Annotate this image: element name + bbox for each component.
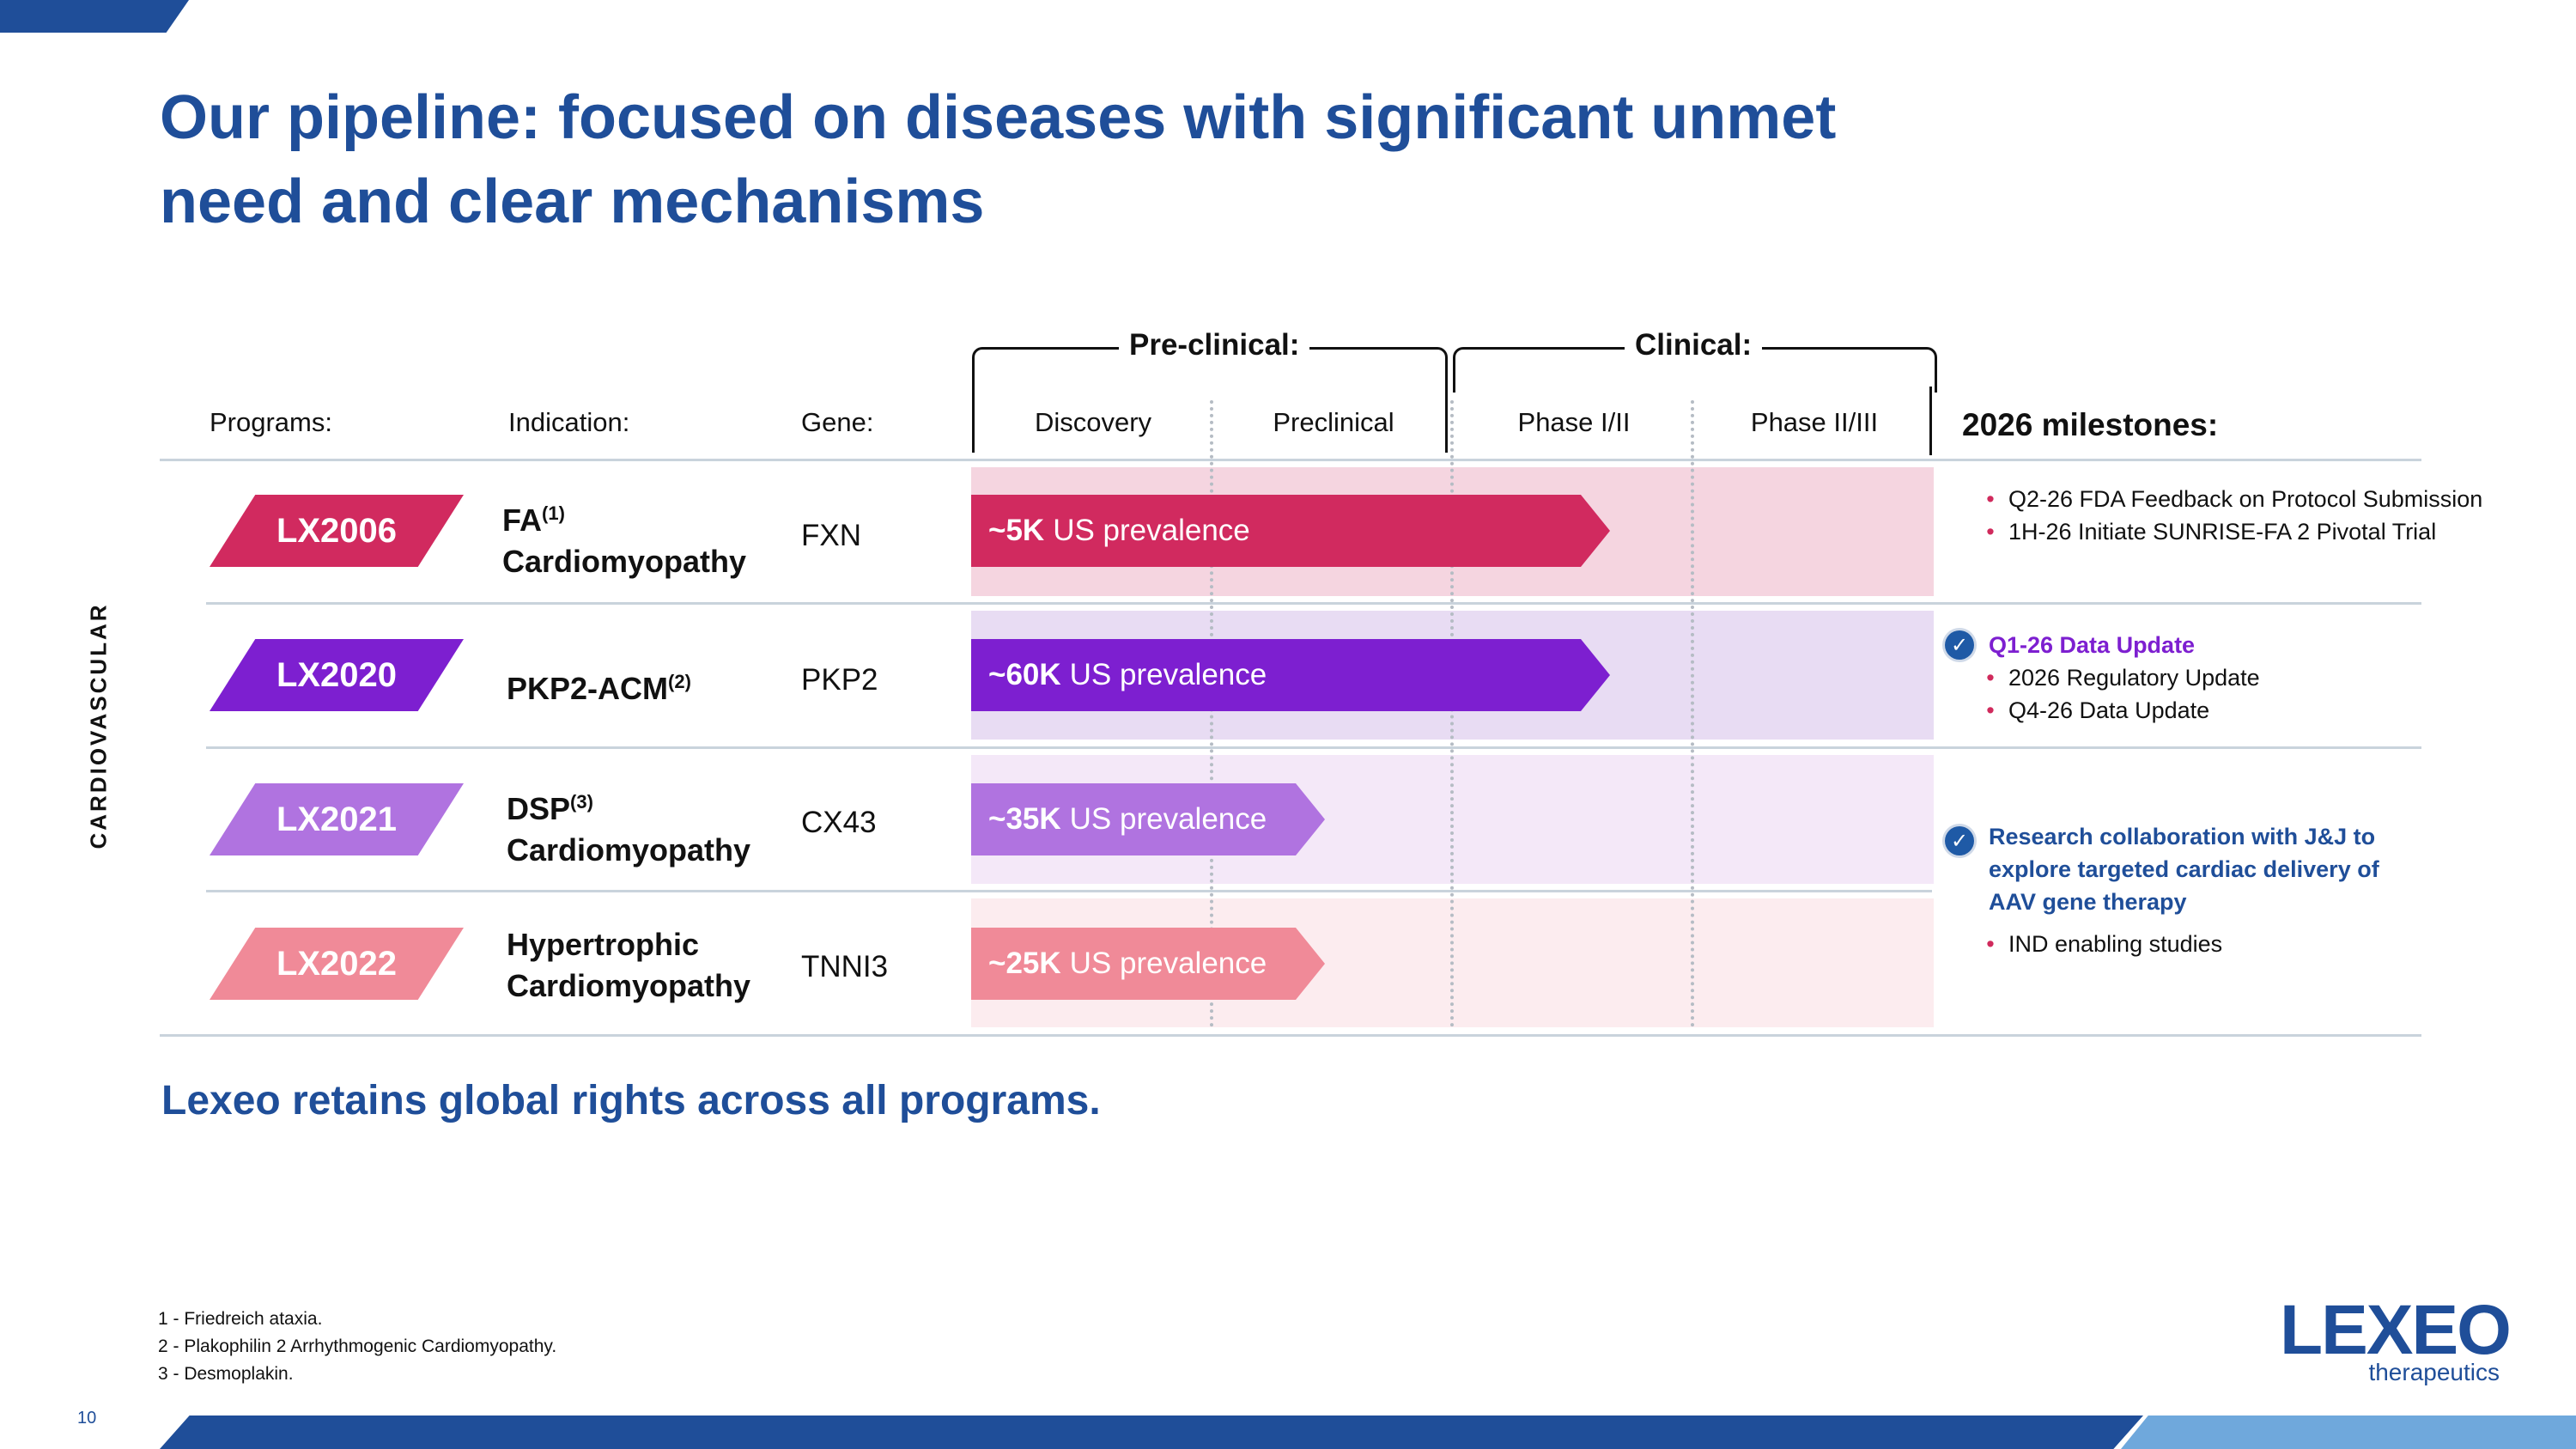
preclinical-header: Preclinical — [1273, 407, 1394, 437]
indication-text: Hypertrophic — [507, 927, 700, 962]
phase1-header: Phase I/II — [1517, 407, 1631, 437]
milestone-highlight-lx2020: Q1-26 Data Update — [1989, 632, 2196, 658]
footnote: 1 - Friedreich ataxia. — [158, 1309, 323, 1329]
prevalence-label: US prevalence — [1069, 947, 1267, 980]
bottom-rule — [160, 1034, 2421, 1037]
check-icon: ✓ — [1945, 826, 1974, 855]
milestone-highlight-collab: Research collaboration with J&J to explo… — [1989, 824, 2379, 915]
page-number: 10 — [77, 1409, 97, 1428]
footer-bar-dark — [160, 1416, 2143, 1449]
corner-accent — [0, 0, 189, 33]
footnote-ref: (2) — [668, 671, 691, 692]
indication-lx2022: Hypertrophic Cardiomyopathy — [507, 924, 750, 1007]
prevalence-label: US prevalence — [1069, 658, 1267, 691]
gene-header: Gene: — [801, 407, 874, 437]
gene-lx2020: PKP2 — [801, 663, 878, 697]
milestones-lx2020: • 2026 Regulatory Update • Q4-26 Data Upda… — [1972, 661, 2488, 727]
milestone-item: • 1H-26 Initiate SUNRISE-FA 2 Pivotal Tri… — [1986, 519, 2437, 545]
indication-text: Cardiomyopathy — [507, 832, 751, 868]
indication-lx2006: FA(1) Cardiomyopathy — [502, 493, 746, 582]
indication-text: FA — [502, 502, 543, 538]
milestone-item: • IND enabling studies — [1986, 931, 2223, 957]
prevalence-bar-lx2022: ~25K US prevalence — [971, 928, 1325, 1000]
row-rule-2 — [206, 746, 2421, 749]
gene-lx2021: CX43 — [801, 806, 877, 839]
milestones-header: 2026 milestones: — [1962, 407, 2219, 442]
prevalence-bar-lx2020: ~60K US prevalence — [971, 639, 1610, 711]
logo-main: LEXEO — [2280, 1291, 2512, 1369]
indication-header: Indication: — [508, 407, 630, 437]
prevalence-value: ~60K — [988, 658, 1061, 691]
gene-lx2022: TNNI3 — [801, 950, 889, 983]
gene-lx2006: FXN — [801, 519, 861, 552]
indication-text: Cardiomyopathy — [502, 544, 747, 579]
clinical-group-label: Clinical: — [1625, 328, 1763, 362]
preclinical-group-label: Pre-clinical: — [1119, 328, 1310, 362]
milestone-item: • Q4-26 Data Update — [1986, 697, 2210, 723]
prevalence-bar-lx2021: ~35K US prevalence — [971, 783, 1325, 855]
programs-header: Programs: — [210, 407, 332, 437]
indication-lx2020: PKP2-ACM(2) — [507, 661, 691, 709]
prevalence-label: US prevalence — [1069, 802, 1267, 836]
rights-note: Lexeo retains global rights across all p… — [161, 1078, 1101, 1123]
check-icon: ✓ — [1945, 630, 1974, 660]
header-rule — [160, 459, 2421, 461]
indication-text: DSP — [507, 791, 571, 826]
lexeo-logo: LEXEO therapeutics — [2280, 1295, 2512, 1390]
clinical-bracket-right-leg — [1929, 387, 1932, 455]
program-tag-lx2020: LX2020 — [210, 639, 464, 711]
program-tag-lx2006: LX2006 — [210, 495, 464, 567]
prevalence-value: ~35K — [988, 802, 1061, 836]
milestones-lx2021-lx2022: • IND enabling studies — [1972, 928, 2488, 960]
category-label: CARDIOVASCULAR — [85, 602, 112, 849]
page-title: Our pipeline: focused on diseases with s… — [160, 83, 1837, 236]
discovery-header: Discovery — [1034, 407, 1152, 437]
prevalence-value: ~5K — [988, 514, 1045, 547]
phase-divider-2 — [1450, 400, 1454, 1027]
indication-lx2021: DSP(3) Cardiomyopathy — [507, 782, 750, 871]
row-rule-3 — [206, 890, 1932, 892]
milestones-lx2006: • Q2-26 FDA Feedback on Protocol Submissi… — [1972, 483, 2488, 548]
footer-bar-light — [2121, 1416, 2576, 1449]
prevalence-bar-lx2006: ~5K US prevalence — [971, 495, 1610, 567]
footnote: 2 - Plakophilin 2 Arrhythmogenic Cardiom… — [158, 1336, 557, 1356]
footnote: 3 - Desmoplakin. — [158, 1364, 294, 1384]
phase-divider-1 — [1210, 400, 1213, 1027]
row-rule-1 — [206, 602, 2421, 605]
indication-text: PKP2-ACM — [507, 671, 669, 706]
logo-sub: therapeutics — [2368, 1359, 2500, 1385]
milestone-item: • 2026 Regulatory Update — [1986, 665, 2260, 691]
milestone-item: • Q2-26 FDA Feedback on Protocol Submissi… — [1986, 486, 2483, 512]
phase-divider-3 — [1691, 400, 1694, 1027]
footnote-ref: (1) — [542, 502, 565, 524]
phase2-header: Phase II/III — [1750, 407, 1879, 437]
footnotes: 1 - Friedreich ataxia. 2 - Plakophilin 2… — [158, 1306, 556, 1388]
footnote-ref: (3) — [570, 791, 593, 813]
indication-text: Cardiomyopathy — [507, 968, 751, 1003]
prevalence-value: ~25K — [988, 947, 1061, 980]
program-tag-lx2021: LX2021 — [210, 783, 464, 855]
program-tag-lx2022: LX2022 — [210, 928, 464, 1000]
prevalence-label: US prevalence — [1053, 514, 1250, 547]
